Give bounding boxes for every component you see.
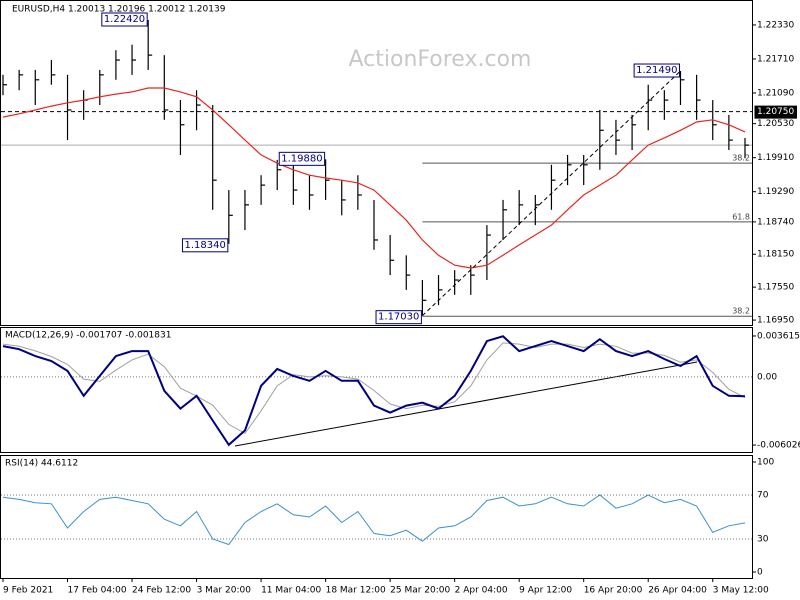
annotation: 1.18340	[184, 240, 225, 251]
level-label: 1.20750	[757, 107, 794, 117]
annotation: 1.22420	[104, 14, 145, 25]
x-tick-label: 3 May 12:00	[713, 586, 769, 596]
macd-label: MACD(12,26,9) -0.001707 -0.001831	[5, 331, 171, 341]
price-pane	[0, 0, 753, 326]
y-tick-label: 0	[757, 568, 763, 578]
macd-line	[2, 335, 746, 447]
y-tick-label: 1.19290	[757, 187, 794, 197]
macd-trendline	[234, 361, 698, 447]
rsi-label: RSI(14) 44.6112	[5, 459, 78, 469]
trendline	[422, 70, 681, 317]
watermark: ActionForex.com	[349, 47, 532, 72]
fib-label: 38.2	[732, 154, 750, 163]
x-tick-label: 17 Feb 04:00	[68, 586, 127, 596]
x-tick-label: 3 Mar 20:00	[197, 586, 252, 596]
y-tick-label: 0.003615	[757, 331, 800, 341]
x-tick-label: 9 Apr 12:00	[519, 586, 572, 596]
y-tick-label: 100	[757, 458, 774, 468]
annotation-box	[278, 151, 326, 166]
y-tick-label: 1.18150	[757, 250, 794, 260]
fib-label: 38.2	[732, 307, 750, 316]
level-label: 70	[757, 491, 769, 501]
macd-pane	[0, 327, 753, 453]
y-tick-label: 1.19910	[757, 153, 794, 163]
x-tick-label: 9 Feb 2021	[3, 586, 53, 596]
moving-average	[2, 87, 746, 269]
annotation-box	[181, 238, 229, 253]
annotation: 1.17030	[378, 312, 419, 323]
x-tick-label: 25 Mar 20:00	[390, 586, 450, 596]
x-tick-label: 11 Mar 04:00	[261, 586, 321, 596]
y-tick-label: 1.21090	[757, 88, 794, 98]
fib-label: 61.8	[732, 212, 750, 221]
y-tick-label: 1.20530	[757, 119, 794, 129]
y-tick-label: 1.22330	[757, 20, 794, 30]
x-tick-label: 2 Apr 04:00	[455, 586, 508, 596]
y-tick-label: -0.006026	[757, 441, 800, 451]
y-tick-label: 1.17550	[757, 283, 794, 293]
macd-signal	[2, 342, 746, 435]
rsi-pane	[0, 455, 753, 579]
annotation: 1.21490	[636, 65, 677, 76]
level-label: 0.00	[757, 372, 777, 382]
y-tick-label: 1.16950	[757, 316, 794, 326]
x-tick-label: 16 Apr 20:00	[584, 586, 643, 596]
y-tick-label: 1.21710	[757, 54, 794, 64]
x-tick-label: 24 Feb 12:00	[132, 586, 191, 596]
rsi-line	[2, 494, 746, 546]
x-tick-label: 18 Mar 12:00	[326, 586, 386, 596]
annotation-box	[375, 310, 422, 325]
level-label-box	[754, 105, 797, 119]
annotation: 1.19880	[281, 153, 322, 164]
x-tick-label: 26 Apr 04:00	[648, 586, 707, 596]
y-tick-label: 1.18740	[757, 217, 794, 227]
annotation-box	[633, 63, 680, 78]
level-label: 30	[757, 535, 769, 545]
chart-title: EURUSD,H4 1.20013 1.20196 1.20012 1.2013…	[12, 5, 226, 15]
annotation-box	[101, 12, 148, 27]
